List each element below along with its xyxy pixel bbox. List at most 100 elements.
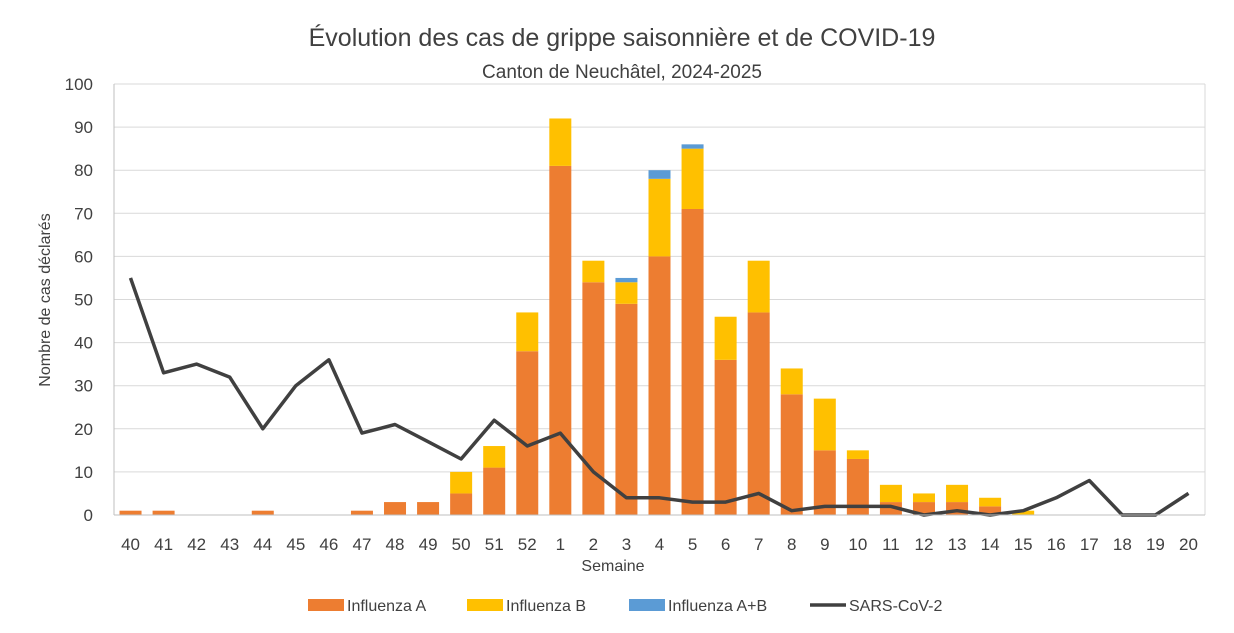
x-tick-label: 50 — [452, 535, 471, 554]
bar-influenza-ab-4 — [648, 170, 671, 179]
legend-label: SARS-CoV-2 — [849, 598, 942, 615]
x-tick-label: 46 — [319, 535, 338, 554]
x-tick-label: 40 — [121, 535, 140, 554]
bar-influenza-a-3 — [615, 303, 638, 515]
x-tick-label: 4 — [655, 535, 664, 554]
x-tick-label: 45 — [286, 535, 305, 554]
x-tick-label: 43 — [220, 535, 239, 554]
sars-cov-2-line — [128, 277, 1190, 517]
bar-influenza-a-5 — [681, 208, 704, 516]
y-tick-label: 10 — [74, 463, 93, 482]
bar-influenza-a-10 — [846, 458, 869, 515]
x-tick-label: 2 — [589, 535, 598, 554]
bar-influenza-a-52 — [516, 351, 539, 515]
bar-influenza-ab-5 — [681, 144, 704, 149]
bar-influenza-b-50 — [450, 471, 473, 494]
bar-influenza-b-7 — [747, 260, 770, 313]
x-tick-label: 47 — [352, 535, 371, 554]
bar-influenza-a-51 — [483, 467, 506, 515]
y-tick-label: 30 — [74, 377, 93, 396]
bar-influenza-b-15 — [1012, 510, 1035, 515]
chart-subtitle: Canton de Neuchâtel, 2024-2025 — [482, 62, 762, 83]
x-tick-label: 7 — [754, 535, 763, 554]
x-tick-label: 10 — [848, 535, 867, 554]
y-tick-label: 90 — [74, 118, 93, 137]
x-tick-label: 41 — [154, 535, 173, 554]
y-tick-label: 70 — [74, 204, 93, 223]
bar-influenza-b-52 — [516, 312, 539, 352]
y-tick-label: 0 — [84, 506, 93, 525]
x-tick-label: 52 — [518, 535, 537, 554]
x-tick-label: 14 — [981, 535, 1000, 554]
bar-influenza-b-12 — [912, 493, 935, 503]
bar-influenza-a-7 — [747, 312, 770, 515]
y-axis-label: Nombre de cas déclarés — [37, 213, 54, 386]
legend-label: Influenza A+B — [668, 598, 767, 615]
legend-swatch — [629, 599, 665, 611]
x-tick-label: 12 — [915, 535, 934, 554]
x-tick-label: 8 — [787, 535, 796, 554]
bar-influenza-a-44 — [251, 510, 274, 515]
x-tick-label: 5 — [688, 535, 697, 554]
bar-influenza-b-8 — [780, 368, 803, 395]
bar-influenza-a-6 — [714, 359, 737, 515]
x-tick-label: 6 — [721, 535, 730, 554]
x-tick-label: 11 — [882, 535, 900, 554]
bar-influenza-b-10 — [846, 450, 869, 459]
x-tick-label: 44 — [253, 535, 272, 554]
x-tick-label: 48 — [386, 535, 405, 554]
bars — [119, 118, 1035, 516]
bar-influenza-a-1 — [549, 165, 572, 515]
bar-influenza-b-9 — [813, 398, 836, 451]
bar-influenza-a-50 — [450, 493, 473, 515]
chart-title: Évolution des cas de grippe saisonnière … — [309, 23, 936, 52]
legend-swatch — [467, 599, 503, 611]
x-tick-label: 16 — [1047, 535, 1066, 554]
bar-influenza-a-14 — [979, 506, 1002, 515]
x-tick-label: 42 — [187, 535, 206, 554]
bar-influenza-a-40 — [119, 510, 142, 515]
legend-label: Influenza A — [347, 598, 427, 615]
x-tick-label: 18 — [1113, 535, 1132, 554]
bar-influenza-a-4 — [648, 256, 671, 515]
bar-influenza-b-5 — [681, 148, 704, 209]
legend-swatch — [308, 599, 344, 611]
x-tick-label: 19 — [1146, 535, 1165, 554]
bar-influenza-a-8 — [780, 394, 803, 515]
bar-influenza-b-11 — [879, 484, 902, 503]
bar-influenza-b-6 — [714, 316, 737, 360]
y-tick-label: 20 — [74, 420, 93, 439]
bar-influenza-ab-3 — [615, 277, 638, 283]
bar-influenza-b-2 — [582, 260, 605, 283]
y-tick-label: 50 — [74, 291, 93, 310]
y-tick-label: 60 — [74, 247, 93, 266]
x-axis-label: Semaine — [581, 558, 644, 575]
x-tick-label: 20 — [1179, 535, 1198, 554]
bar-influenza-a-47 — [350, 510, 373, 515]
y-tick-label: 40 — [74, 334, 93, 353]
legend-label: Influenza B — [506, 598, 586, 615]
x-tick-label: 13 — [948, 535, 967, 554]
bar-influenza-b-13 — [946, 484, 969, 503]
y-tick-label: 100 — [65, 75, 93, 94]
x-tick-label: 51 — [485, 535, 504, 554]
legend: Influenza A Influenza B Influenza A+B SARS-… — [308, 598, 942, 615]
x-tick-label: 49 — [419, 535, 438, 554]
bar-influenza-b-14 — [979, 497, 1002, 507]
bar-influenza-a-9 — [813, 450, 836, 515]
x-axis: 40 41 42 43 44 45 46 47 48 49 50 51 52 1 2 3 4 5 6 7 8 9 10 11 1… — [114, 514, 1205, 554]
x-tick-label: 1 — [556, 535, 565, 554]
bar-influenza-a-41 — [152, 510, 175, 515]
x-tick-label: 17 — [1080, 535, 1099, 554]
bar-influenza-a-2 — [582, 282, 605, 515]
x-tick-label: 9 — [820, 535, 829, 554]
bar-influenza-a-48 — [384, 502, 407, 515]
x-tick-label: 3 — [622, 535, 631, 554]
bar-influenza-b-51 — [483, 446, 506, 468]
y-axis: 0 10 20 30 40 50 60 70 80 90 100 — [65, 75, 93, 525]
bar-influenza-b-1 — [549, 118, 572, 166]
bar-influenza-a-49 — [417, 502, 440, 515]
x-tick-label: 15 — [1014, 535, 1033, 554]
bar-influenza-b-4 — [648, 178, 671, 257]
